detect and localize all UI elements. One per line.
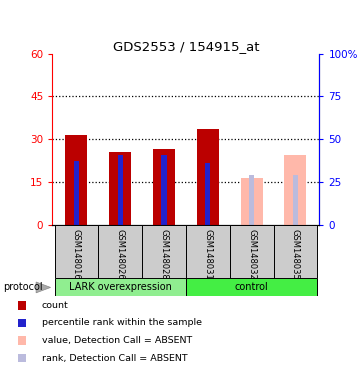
Bar: [109, 152, 131, 225]
Text: GSM148032: GSM148032: [247, 229, 256, 280]
Text: protocol: protocol: [4, 282, 43, 293]
Text: percentile rank within the sample: percentile rank within the sample: [42, 318, 201, 328]
Bar: [293, 175, 298, 225]
Bar: [230, 225, 274, 278]
Bar: [197, 129, 219, 225]
Text: GSM148035: GSM148035: [291, 229, 300, 280]
Bar: [161, 155, 167, 225]
Text: GSM148028: GSM148028: [160, 229, 169, 280]
Text: rank, Detection Call = ABSENT: rank, Detection Call = ABSENT: [42, 354, 187, 363]
Bar: [153, 149, 175, 225]
Text: GSM148026: GSM148026: [116, 229, 125, 280]
Bar: [284, 155, 306, 225]
Text: GSM148031: GSM148031: [203, 229, 212, 280]
Bar: [186, 225, 230, 278]
Text: control: control: [235, 282, 269, 293]
Title: GDS2553 / 154915_at: GDS2553 / 154915_at: [113, 40, 259, 53]
Bar: [74, 161, 79, 225]
Bar: [118, 155, 123, 225]
Bar: [98, 225, 142, 278]
Text: LARK overexpression: LARK overexpression: [69, 282, 172, 293]
Text: count: count: [42, 301, 68, 310]
Polygon shape: [36, 282, 51, 293]
Bar: [142, 225, 186, 278]
Text: value, Detection Call = ABSENT: value, Detection Call = ABSENT: [42, 336, 192, 345]
Bar: [55, 225, 98, 278]
Bar: [274, 225, 317, 278]
Bar: [65, 135, 87, 225]
Bar: [249, 175, 254, 225]
Bar: [186, 278, 317, 296]
Bar: [241, 178, 262, 225]
Bar: [205, 164, 210, 225]
Text: GSM148016: GSM148016: [72, 229, 81, 280]
Bar: [55, 278, 186, 296]
